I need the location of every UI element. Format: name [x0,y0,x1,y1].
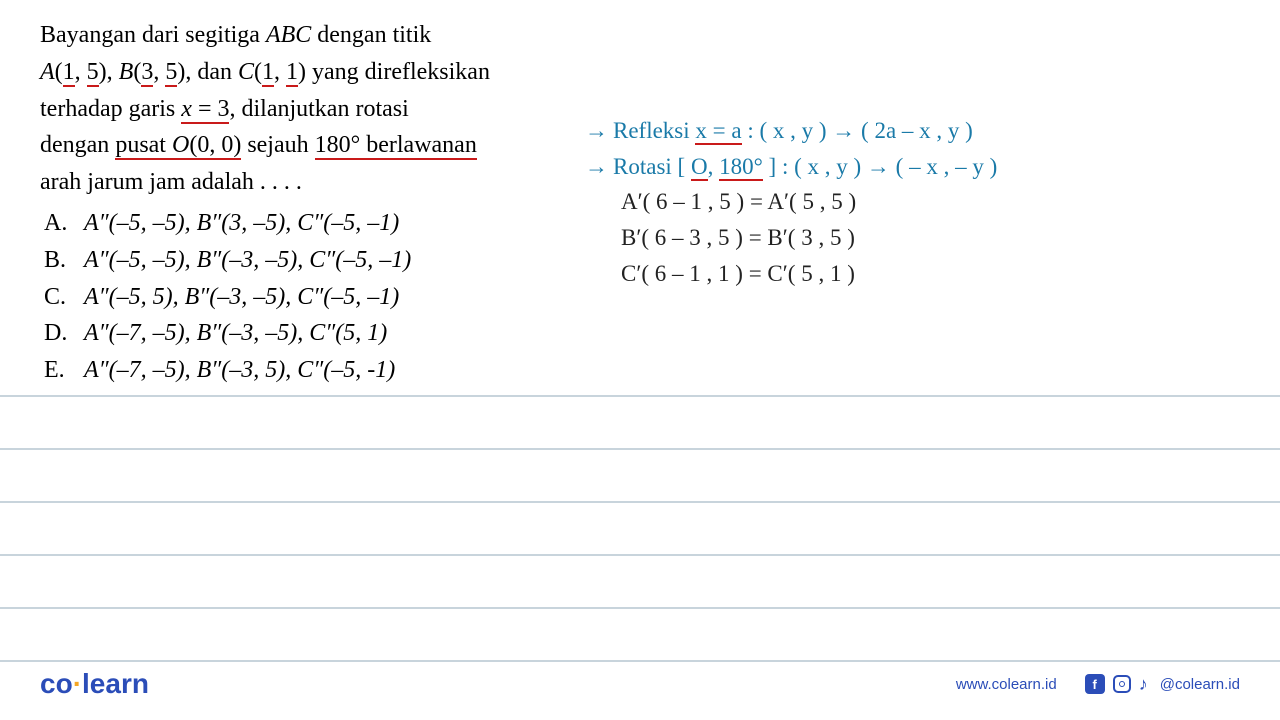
opt-text: A″(–5, –5), B″(–3, –5), C″(–5, –1) [84,243,411,278]
option-d: D.A″(–7, –5), B″(–3, –5), C″(5, 1) [40,316,560,351]
text: Bayangan dari segitiga [40,22,266,48]
social-icons: f ♪ @colearn.id [1085,674,1240,695]
opt-text: A″(–7, –5), B″(–3, –5), C″(5, 1) [84,316,387,351]
ruled-line [0,395,1280,397]
brand-logo: co·learn [40,668,149,700]
reflection-rule: →Refleksi x = a : ( x , y ) → ( 2a – x ,… [585,113,1240,149]
text: sejauh [241,132,314,158]
text: berlawanan [360,132,477,160]
calc-B: B′( 6 – 3 , 5 ) = B′( 3 , 5 ) [585,220,1240,256]
logo-co: co [40,668,73,699]
ruled-line [0,607,1280,609]
problem-line-5: arah jarum jam adalah . . . . [40,165,560,200]
text: arah jarum jam adalah . . . . [40,169,302,195]
pusat: pusat [115,132,172,160]
deg: 180° [719,154,763,181]
xa: x = a [695,118,741,145]
ruled-line [0,448,1280,450]
social-handle: @colearn.id [1160,676,1240,693]
comma: , [708,154,720,179]
opt-letter: C. [40,280,84,315]
opt-text: A″(–5, –5), B″(3, –5), C″(–5, –1) [84,206,399,241]
tiktok-icon: ♪ [1139,674,1148,695]
website-url: www.colearn.id [956,676,1057,693]
paren: ( [55,59,63,85]
opt-text: A″(–7, –5), B″(–3, 5), C″(–5, -1) [84,353,395,388]
abc: ABC [266,22,311,48]
text: terhadap garis [40,96,181,122]
pt-B: B [119,59,134,85]
opt-letter: B. [40,243,84,278]
logo-learn: learn [82,668,149,699]
text: dengan titik [311,22,431,48]
option-e: E.A″(–7, –5), B″(–3, 5), C″(–5, -1) [40,353,560,388]
val: 5 [165,59,177,87]
option-a: A.A″(–5, –5), B″(3, –5), C″(–5, –1) [40,206,560,241]
val: 5 [87,59,99,87]
problem-line-4: dengan pusat O(0, 0) sejauh 180° berlawa… [40,128,560,163]
ruled-line [0,554,1280,556]
arrow-icon: → [585,149,613,185]
val: 1 [262,59,274,87]
paren: ( [254,59,262,85]
comma: , [153,59,165,85]
val: 3 [141,59,153,87]
opt-letter: D. [40,316,84,351]
comma: , [75,59,87,85]
var-x: x [181,96,192,124]
comma: , [274,59,286,85]
fb-letter: f [1093,677,1097,692]
br: [ [678,154,691,179]
facebook-icon: f [1085,674,1105,694]
logo-dot-icon: · [73,668,82,699]
option-c: C.A″(–5, 5), B″(–3, –5), C″(–5, –1) [40,280,560,315]
val: 1 [286,59,298,87]
instagram-inner-icon [1119,681,1125,687]
label: Rotasi [613,154,678,179]
pt-C: C [238,59,254,85]
arrow-icon: → [585,113,613,149]
problem-line-1: Bayangan dari segitiga ABC dengan titik [40,18,560,53]
text: ) yang direfleksikan [298,59,490,85]
O: O [172,132,189,160]
ruled-line [0,501,1280,503]
paren: ), [99,59,119,85]
calc-A: A′( 6 – 1 , 5 ) = A′( 5 , 5 ) [585,184,1240,220]
calc-C: C′( 6 – 1 , 1 ) = C′( 5 , 1 ) [585,256,1240,292]
text: ), dan [177,59,238,85]
handwriting-work: →Refleksi x = a : ( x , y ) → ( 2a – x ,… [560,18,1240,390]
problem-line-3: terhadap garis x = 3, dilanjutkan rotasi [40,92,560,127]
text: dengan [40,132,115,158]
Oval: (0, 0) [189,132,241,160]
val: 1 [63,59,75,87]
val: 3 [217,96,229,124]
br: ] [763,154,776,179]
opt-letter: A. [40,206,84,241]
opt-text: A″(–5, 5), B″(–3, –5), C″(–5, –1) [84,280,399,315]
problem-text: Bayangan dari segitiga ABC dengan titik … [40,18,560,390]
ruled-line [0,660,1280,662]
instagram-icon [1113,675,1131,693]
eq: = [192,96,218,124]
footer: co·learn www.colearn.id f ♪ @colearn.id [0,668,1280,700]
pt-A: A [40,59,55,85]
O: O [691,154,708,181]
opt-letter: E. [40,353,84,388]
rule: : ( x , y ) → ( 2a – x , y ) [742,118,973,143]
answer-options: A.A″(–5, –5), B″(3, –5), C″(–5, –1) B.A″… [40,206,560,388]
option-b: B.A″(–5, –5), B″(–3, –5), C″(–5, –1) [40,243,560,278]
text: , dilanjutkan rotasi [229,96,408,122]
deg: 180° [315,132,361,160]
problem-line-2: A(1, 5), B(3, 5), dan C(1, 1) yang diref… [40,55,560,90]
label: Refleksi [613,118,695,143]
rule: : ( x , y ) → ( – x , – y ) [776,154,997,179]
rotation-rule: →Rotasi [ O, 180° ] : ( x , y ) → ( – x … [585,149,1240,185]
